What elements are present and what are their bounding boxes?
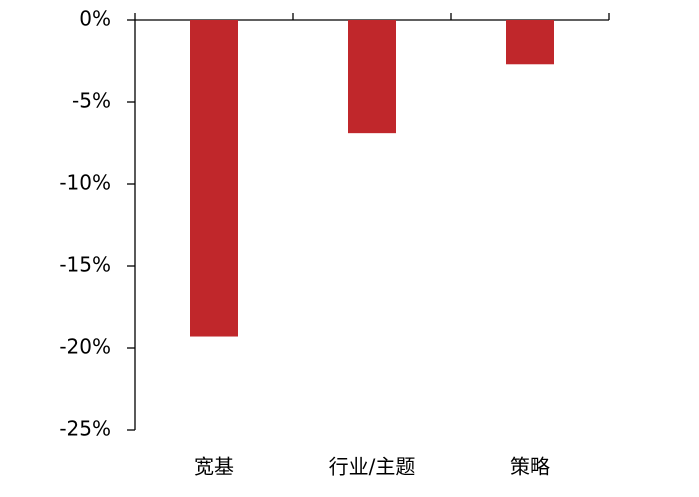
- y-tick-label: -25%: [59, 417, 111, 441]
- y-tick-label: -20%: [59, 335, 111, 359]
- y-tick-label: -15%: [59, 253, 111, 277]
- x-tick-label: 宽基: [194, 455, 234, 479]
- y-tick-label: 0%: [79, 7, 111, 31]
- bar: [190, 20, 238, 337]
- y-tick-label: -10%: [59, 171, 111, 195]
- x-tick-label: 行业/主题: [329, 455, 416, 479]
- bar: [348, 20, 396, 134]
- x-tick-label: 策略: [510, 455, 550, 479]
- bar: [506, 20, 554, 65]
- y-tick-label: -5%: [72, 89, 111, 113]
